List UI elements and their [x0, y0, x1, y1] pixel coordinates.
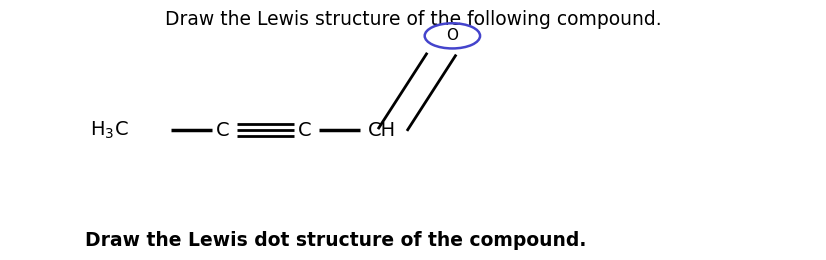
Text: C: C: [216, 120, 230, 140]
Text: Draw the Lewis structure of the following compound.: Draw the Lewis structure of the followin…: [164, 10, 662, 29]
Text: H$_3$C: H$_3$C: [90, 119, 129, 141]
Text: C: C: [298, 120, 311, 140]
Text: Draw the Lewis dot structure of the compound.: Draw the Lewis dot structure of the comp…: [85, 231, 586, 250]
Text: O: O: [446, 28, 458, 43]
Text: CH: CH: [368, 120, 396, 140]
